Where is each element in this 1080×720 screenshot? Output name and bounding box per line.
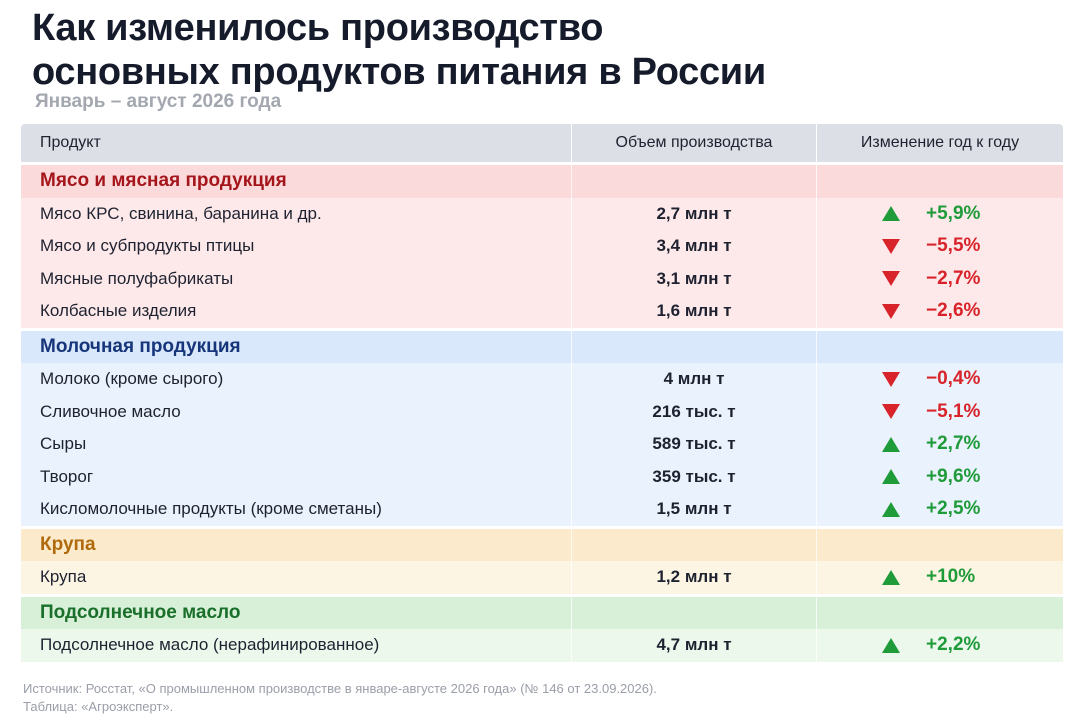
arrow-down-icon bbox=[882, 271, 900, 287]
production-volume: 1,2 млн т bbox=[571, 561, 816, 594]
production-volume: 3,4 млн т bbox=[571, 230, 816, 263]
source-footer: Источник: Росстат, «О промышленном произ… bbox=[23, 680, 657, 716]
category-row: Крупа bbox=[21, 528, 1063, 561]
product-name: Мясо КРС, свинина, баранина и др. bbox=[40, 203, 322, 223]
category-row: Мясо и мясная продукция bbox=[21, 165, 1063, 198]
yoy-change: −0,4% bbox=[926, 368, 981, 390]
product-name: Творог bbox=[40, 466, 94, 486]
product-name: Колбасные изделия bbox=[40, 301, 197, 321]
yoy-change: −5,5% bbox=[926, 235, 981, 257]
arrow-up-icon bbox=[882, 206, 900, 222]
product-name: Крупа bbox=[40, 567, 87, 587]
table-row: Крупа 1,2 млн т +10% bbox=[21, 561, 1063, 594]
production-volume: 4 млн т bbox=[571, 363, 816, 396]
yoy-change: +10% bbox=[926, 566, 976, 588]
table-row: Творог 359 тыс. т +9,6% bbox=[21, 460, 1063, 493]
arrow-up-icon bbox=[882, 469, 900, 485]
page-title-line-1: Как изменилось производство bbox=[32, 7, 604, 49]
table-row: Кисломолочные продукты (кроме сметаны) 1… bbox=[21, 493, 1063, 526]
section-grain: Крупа Крупа 1,2 млн т +10% bbox=[21, 528, 1063, 594]
section-meat: Мясо и мясная продукция Мясо КРС, свинин… bbox=[21, 165, 1063, 328]
table-row: Сливочное масло 216 тыс. т −5,1% bbox=[21, 395, 1063, 428]
production-volume: 4,7 млн т bbox=[571, 629, 816, 662]
yoy-change: −5,1% bbox=[926, 400, 981, 422]
category-title: Крупа bbox=[40, 533, 96, 555]
yoy-change: +9,6% bbox=[926, 465, 981, 487]
product-name: Кисломолочные продукты (кроме сметаны) bbox=[40, 499, 382, 519]
table-credit: Таблица: «Агроэксперт». bbox=[23, 699, 174, 714]
arrow-up-icon bbox=[882, 501, 900, 517]
arrow-up-icon bbox=[882, 436, 900, 452]
table-row: Молоко (кроме сырого) 4 млн т −0,4% bbox=[21, 363, 1063, 396]
page-title: Как изменилось производство основных про… bbox=[32, 6, 1032, 94]
page-subtitle: Январь – август 2026 года bbox=[35, 91, 282, 112]
table-row: Подсолнечное масло (нерафинированное) 4,… bbox=[21, 629, 1063, 662]
arrow-down-icon bbox=[882, 303, 900, 319]
yoy-change: −2,6% bbox=[926, 300, 981, 322]
table-row: Мясные полуфабрикаты 3,1 млн т −2,7% bbox=[21, 262, 1063, 295]
production-volume: 1,6 млн т bbox=[571, 295, 816, 328]
production-volume: 1,5 млн т bbox=[571, 493, 816, 526]
yoy-change: +5,9% bbox=[926, 202, 981, 224]
product-name: Мясо и субпродукты птицы bbox=[40, 236, 255, 256]
header-volume: Объем производства bbox=[571, 124, 816, 162]
product-name: Мясные полуфабрикаты bbox=[40, 268, 234, 288]
product-name: Молоко (кроме сырого) bbox=[40, 369, 224, 389]
yoy-change: +2,7% bbox=[926, 433, 981, 455]
header-change: Изменение год к году bbox=[816, 124, 1063, 162]
product-name: Подсолнечное масло (нерафинированное) bbox=[40, 635, 380, 655]
category-row: Подсолнечное масло bbox=[21, 596, 1063, 629]
section-sunflower-oil: Подсолнечное масло Подсолнечное масло (н… bbox=[21, 596, 1063, 662]
category-title: Молочная продукция bbox=[40, 335, 241, 357]
yoy-change: −2,7% bbox=[926, 267, 981, 289]
arrow-up-icon bbox=[882, 637, 900, 653]
category-title: Мясо и мясная продукция bbox=[40, 170, 287, 192]
arrow-down-icon bbox=[882, 371, 900, 387]
arrow-down-icon bbox=[882, 404, 900, 420]
category-row: Молочная продукция bbox=[21, 330, 1063, 363]
arrow-down-icon bbox=[882, 238, 900, 254]
table-row: Колбасные изделия 1,6 млн т −2,6% bbox=[21, 295, 1063, 328]
production-volume: 359 тыс. т bbox=[571, 460, 816, 493]
page-title-line-2: основных продуктов питания в России bbox=[32, 51, 766, 93]
category-title: Подсолнечное масло bbox=[40, 601, 241, 623]
yoy-change: +2,5% bbox=[926, 498, 981, 520]
header-product: Продукт bbox=[40, 134, 101, 151]
source-note: Источник: Росстат, «О промышленном произ… bbox=[23, 681, 657, 696]
section-dairy: Молочная продукция Молоко (кроме сырого)… bbox=[21, 330, 1063, 526]
table-row: Сыры 589 тыс. т +2,7% bbox=[21, 428, 1063, 461]
production-volume: 2,7 млн т bbox=[571, 197, 816, 230]
production-volume: 3,1 млн т bbox=[571, 262, 816, 295]
yoy-change: +2,2% bbox=[926, 634, 981, 656]
arrow-up-icon bbox=[882, 569, 900, 585]
product-name: Сыры bbox=[40, 434, 87, 454]
table-row: Мясо КРС, свинина, баранина и др. 2,7 мл… bbox=[21, 197, 1063, 230]
production-volume: 589 тыс. т bbox=[571, 428, 816, 461]
product-name: Сливочное масло bbox=[40, 401, 181, 421]
production-table: Продукт Объем производства Изменение год… bbox=[21, 124, 1063, 662]
production-volume: 216 тыс. т bbox=[571, 395, 816, 428]
table-row: Мясо и субпродукты птицы 3,4 млн т −5,5% bbox=[21, 230, 1063, 263]
table-header: Продукт Объем производства Изменение год… bbox=[21, 124, 1063, 162]
